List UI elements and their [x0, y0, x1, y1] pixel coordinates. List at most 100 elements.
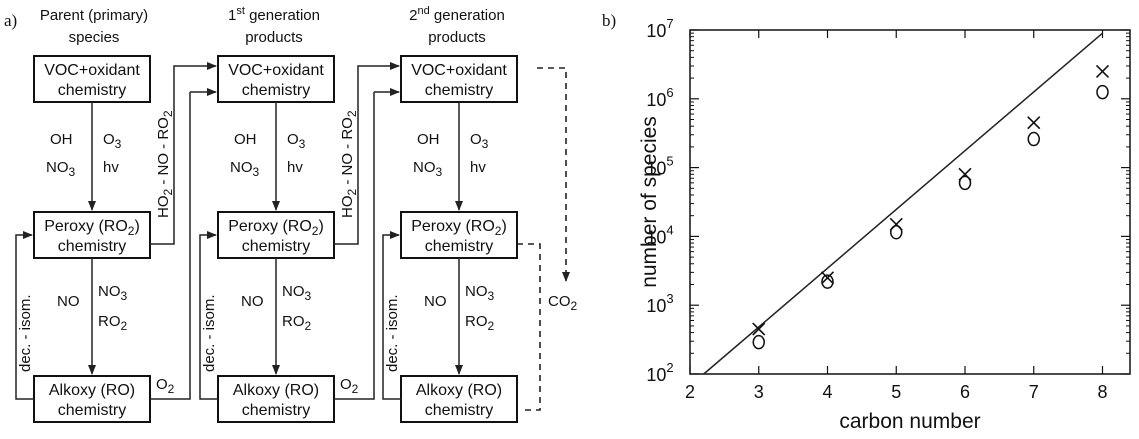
- data-point-circle: [1027, 131, 1040, 147]
- cross-stroke: [820, 271, 835, 285]
- alkoxy-to-gen2-connector: [334, 92, 375, 400]
- y-tick-label: 106: [646, 85, 673, 110]
- data-point-circle: [958, 175, 972, 191]
- panel-b-label: b): [602, 11, 616, 30]
- voc-box-line1: VOC+oxidant: [44, 62, 140, 79]
- peroxy-box-line1: Peroxy (RO2): [411, 218, 507, 238]
- alkoxy-to-gen1-connector: [150, 92, 191, 400]
- reactant-no: NO: [424, 293, 447, 310]
- oxidant-hv: hv: [470, 159, 486, 176]
- x-tick-label: 2: [685, 382, 695, 402]
- oxidant-hv: hv: [103, 159, 119, 176]
- chart-points: [752, 64, 1110, 350]
- header-gen1-line1: 1st generation: [228, 5, 320, 24]
- data-point-circle: [821, 274, 834, 289]
- peroxy-to-gen2-connector: [334, 62, 400, 245]
- alkoxy-box-line2: chemistry: [242, 402, 310, 419]
- reactant-no3: NO3: [98, 283, 128, 303]
- alkoxy-box-line1: Alkoxy (RO): [233, 382, 319, 399]
- header-gen2-line1: 2nd generation: [409, 5, 505, 24]
- alkoxy-box-line2: chemistry: [58, 402, 126, 419]
- oxidant-o3: O3: [103, 131, 122, 151]
- chart-ticks: [689, 29, 1130, 375]
- peroxy-box: [33, 211, 151, 259]
- data-point-cross: [1095, 64, 1110, 78]
- y-axis-title: number of species: [638, 116, 661, 288]
- alkoxy-box-line1: Alkoxy (RO): [416, 382, 502, 399]
- data-point-circle: [890, 224, 903, 240]
- oxidant-oh: OH: [234, 131, 257, 148]
- alkoxy-box: [400, 375, 518, 423]
- peroxy-box-line1: Peroxy (RO2): [44, 218, 140, 238]
- oxidant-no3: NO3: [413, 159, 443, 179]
- cross-stroke: [1095, 64, 1110, 78]
- dec-isom-loop-arrow: [15, 231, 34, 400]
- o2-label-2: O2: [340, 376, 359, 396]
- x-tick-label: 6: [960, 382, 970, 402]
- transfer-label-2: HO2 - NO - RO2: [339, 110, 359, 218]
- header-gen1-line2: products: [245, 29, 303, 46]
- panel-a-flow-diagram: a) Parent (primary) species 1st generati…: [4, 5, 578, 423]
- voc-box-line1: VOC+oxidant: [228, 62, 324, 79]
- voc-box-line1: VOC+oxidant: [411, 62, 507, 79]
- column-gen1: VOC+oxidant chemistry OH O3 NO3 hv Perox…: [199, 55, 335, 423]
- y-tick-label: 107: [646, 16, 673, 41]
- oxidant-oh: OH: [417, 131, 440, 148]
- peroxy-box: [400, 211, 518, 259]
- x-tick-label: 3: [754, 382, 764, 402]
- panel-b-chart: b) 2 3 4 5 6 7 8 102 103 104 105 106 107 carbon numb…: [602, 11, 1131, 433]
- data-point-cross: [820, 271, 835, 285]
- alkoxy-box-line1: Alkoxy (RO): [49, 382, 135, 399]
- cross-stroke: [752, 322, 766, 336]
- reactant-no: NO: [241, 293, 264, 310]
- co2-dashed-bracket: [517, 243, 541, 411]
- y-tick-label: 103: [646, 291, 673, 316]
- data-point-circle: [1096, 84, 1109, 100]
- reactant-ro2: RO2: [465, 313, 495, 333]
- x-tick-label: 5: [891, 382, 901, 402]
- header-gen2-line2: products: [428, 29, 486, 46]
- voc-box-line2: chemistry: [58, 82, 126, 99]
- co2-dashed-path: [537, 67, 567, 272]
- panel-a-label: a): [4, 11, 17, 30]
- reactant-ro2: RO2: [98, 313, 128, 333]
- chart-tick-labels: 2 3 4 5 6 7 8 102 103 104 105 106 107: [646, 16, 1107, 402]
- x-tick-label: 7: [1029, 382, 1039, 402]
- dec-isom-label: dec. - isom.: [17, 294, 34, 372]
- data-point-circle: [752, 334, 765, 350]
- dec-isom-loop-arrow: [382, 231, 401, 400]
- peroxy-box: [217, 211, 335, 259]
- o2-label-1: O2: [156, 376, 175, 396]
- voc-oxidant-box: [33, 55, 151, 103]
- oxidant-o3: O3: [287, 131, 306, 151]
- oxidant-hv: hv: [287, 159, 303, 176]
- peroxy-box-line2: chemistry: [425, 238, 493, 255]
- x-tick-label: 8: [1097, 382, 1107, 402]
- y-tick-label: 104: [646, 222, 673, 247]
- dec-isom-label: dec. - isom.: [384, 294, 401, 372]
- voc-box-line2: chemistry: [425, 82, 493, 99]
- x-tick-label: 4: [822, 382, 832, 402]
- header-parent-line1: Parent (primary): [40, 7, 148, 24]
- header-parent-line2: species: [69, 29, 120, 46]
- transfer-label-1: HO2 - NO - RO2: [155, 110, 175, 218]
- peroxy-box-line1: Peroxy (RO2): [228, 218, 324, 238]
- reactant-no: NO: [57, 293, 80, 310]
- dec-isom-label: dec. - isom.: [201, 294, 218, 372]
- column-gen2: VOC+oxidant chemistry OH O3 NO3 hv Perox…: [382, 55, 518, 423]
- plot-frame: [689, 29, 1131, 375]
- peroxy-box-line2: chemistry: [242, 238, 310, 255]
- peroxy-box-line2: chemistry: [58, 238, 126, 255]
- oxidant-o3: O3: [470, 131, 489, 151]
- column-parent: VOC+oxidant chemistry OH O3 NO3 hv Perox…: [15, 55, 151, 423]
- co2-label: CO2: [548, 293, 578, 313]
- voc-oxidant-box: [217, 55, 335, 103]
- data-point-cross: [1027, 116, 1041, 130]
- reactant-ro2: RO2: [282, 313, 312, 333]
- oxidant-oh: OH: [50, 131, 73, 148]
- y-tick-label: 105: [646, 154, 673, 179]
- reactant-no3: NO3: [465, 283, 495, 303]
- oxidant-no3: NO3: [230, 159, 260, 179]
- voc-box-line2: chemistry: [242, 82, 310, 99]
